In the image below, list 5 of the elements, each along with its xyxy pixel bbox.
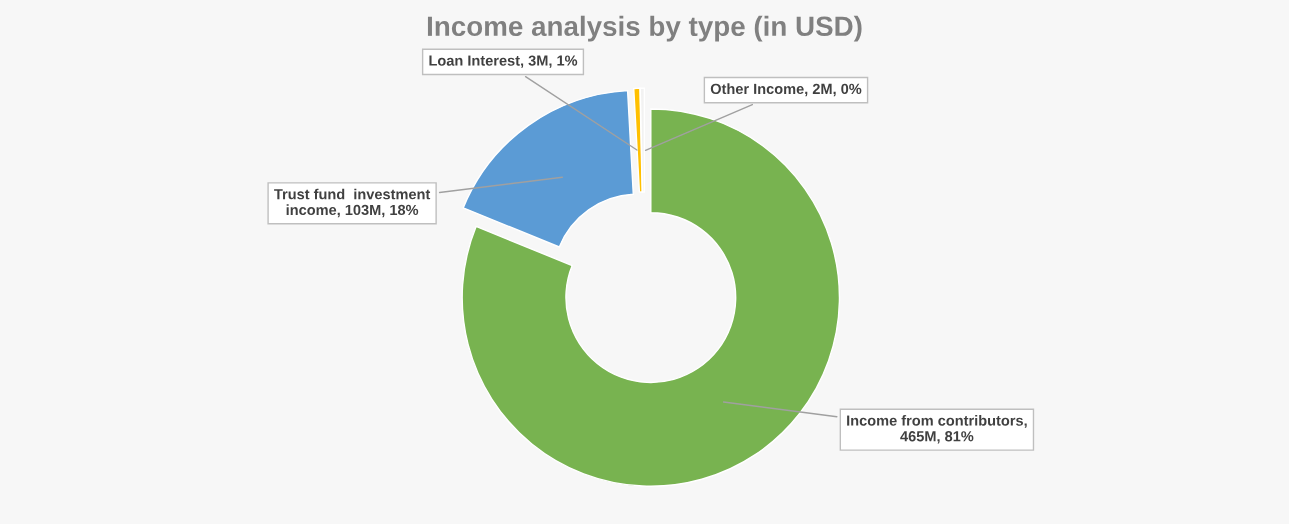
chart-title: Income analysis by type (in USD) [427, 15, 862, 42]
slice-label: Loan Interest, 3M, 1% [429, 55, 578, 68]
slice-label: Trust fund investment income, 103M, 18% [274, 188, 431, 218]
slice-label: Income from contributors, 465M, 81% [847, 415, 1027, 444]
slice-label: Other Income, 2M, 0% [710, 83, 862, 97]
